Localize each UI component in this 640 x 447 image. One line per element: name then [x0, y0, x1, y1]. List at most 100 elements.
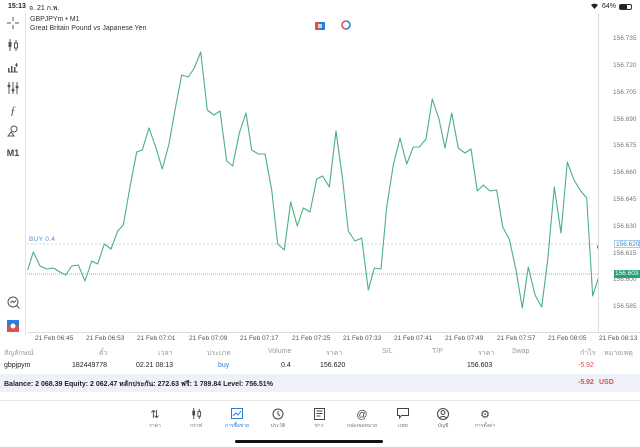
nav-accounts[interactable]: บัญชี	[423, 408, 463, 430]
status-date: จ. 21 ก.พ.	[29, 5, 60, 12]
nav-label: กราฟ	[189, 423, 203, 429]
nav-label: กล่องจดหมาย	[346, 423, 378, 429]
row-time: 02.21 08:13	[136, 362, 173, 369]
row-ticket: 182449778	[72, 362, 108, 369]
nav-label: แชท	[398, 423, 408, 429]
nav-chat[interactable]: แชท	[383, 408, 423, 430]
y-tick: 156.600	[613, 276, 637, 283]
col-ticket[interactable]: ตั๋ว	[99, 350, 108, 357]
function-icon[interactable]: ƒ	[10, 102, 16, 117]
col-open-price[interactable]: ราคา	[326, 350, 343, 357]
settings-sliders-icon[interactable]	[5, 81, 21, 95]
summary-text: Balance: 2 068.39 Equity: 2 062.47 หลักป…	[4, 381, 273, 388]
status-bar: 15:13 จ. 21 ก.พ. 64%	[0, 0, 640, 13]
buy-order-marker	[597, 245, 598, 249]
y-tick: 156.660	[613, 169, 637, 176]
nav-label: ข่าว	[314, 423, 324, 429]
home-indicator[interactable]	[235, 440, 383, 443]
col-type[interactable]: ประเภท	[207, 350, 231, 357]
row-current-price: 156.603	[467, 362, 493, 369]
x-tick: 21 Feb 07:01	[137, 335, 176, 342]
zoom-chart-icon[interactable]	[5, 295, 21, 309]
x-tick: 21 Feb 08:13	[599, 335, 638, 342]
nav-label: การซื้อขาย	[224, 423, 250, 429]
price-chart[interactable]	[27, 13, 598, 332]
account-user-icon	[423, 408, 463, 422]
nav-trade[interactable]: การซื้อขาย	[217, 408, 257, 430]
x-tick: 21 Feb 06:45	[35, 335, 74, 342]
indicators-icon[interactable]	[5, 60, 21, 74]
one-click-trade-icon[interactable]	[315, 17, 325, 35]
x-tick: 21 Feb 07:41	[394, 335, 433, 342]
chart-top-icons	[315, 17, 351, 35]
buy-order-label[interactable]: BUY 0.4	[29, 236, 56, 243]
summary-profit: -5.92	[578, 379, 594, 386]
status-right: 64%	[590, 2, 632, 11]
nav-charts[interactable]: กราฟ	[176, 408, 216, 430]
y-tick: 156.585	[613, 303, 637, 310]
row-open-price: 156.620	[320, 362, 346, 369]
position-row[interactable]: gbpjpym 182449778 02.21 08:13 buy 0.4 15…	[0, 358, 640, 374]
row-symbol: gbpjpym	[4, 362, 31, 369]
y-tick: 156.720	[613, 62, 637, 69]
objects-icon[interactable]	[5, 124, 21, 138]
col-swap[interactable]: Swap	[512, 348, 530, 355]
y-tick: 156.615	[613, 250, 637, 257]
x-tick: 21 Feb 07:09	[189, 335, 228, 342]
col-symbol[interactable]: สัญลักษณ์	[4, 350, 34, 357]
y-tick: 156.675	[613, 142, 637, 149]
col-sl[interactable]: S/L	[382, 348, 393, 355]
nav-quotes[interactable]: ⇅ ราคา	[135, 408, 175, 430]
nav-label: ราคา	[149, 423, 161, 429]
price-axis[interactable]: 156.735 156.720 156.705 156.690 156.675 …	[598, 13, 640, 333]
candlestick-icon[interactable]	[5, 38, 21, 52]
col-tp[interactable]: T/P	[432, 348, 443, 355]
nav-label: บัญชี	[437, 423, 449, 429]
col-volume[interactable]: Volume	[268, 348, 292, 355]
col-profit[interactable]: กำไร	[580, 350, 596, 357]
y-tick: 156.735	[613, 35, 637, 42]
summary-currency: USD	[599, 379, 614, 386]
nav-news[interactable]: ข่าว	[299, 408, 339, 430]
crosshair-icon[interactable]	[5, 16, 21, 30]
current-price-tag: 156.603	[614, 270, 640, 278]
time-axis[interactable]: 21 Feb 06:45 21 Feb 06:53 21 Feb 07:01 2…	[27, 332, 640, 344]
col-price[interactable]: ราคา	[478, 350, 495, 357]
x-tick: 21 Feb 07:33	[343, 335, 382, 342]
x-tick: 21 Feb 07:17	[240, 335, 279, 342]
row-volume: 0.4	[281, 362, 291, 369]
chart-title: GBPJPYm • M1 Great Britain Pound vs Japa…	[30, 15, 146, 33]
battery-icon	[619, 3, 632, 10]
row-profit: -5.92	[578, 362, 594, 369]
news-icon	[299, 408, 339, 422]
wifi-icon	[590, 2, 599, 11]
nav-mailbox[interactable]: @ กล่องจดหมาย	[342, 408, 382, 430]
status-time: 15:13	[8, 3, 26, 10]
nav-label: การตั้งค่า	[474, 423, 496, 429]
x-tick: 21 Feb 07:57	[497, 335, 536, 342]
quotes-icon: ⇅	[150, 409, 160, 421]
positions-table-header: สัญลักษณ์ ตั๋ว เวลา ประเภท Volume ราคา S…	[0, 344, 640, 358]
x-tick: 21 Feb 07:25	[292, 335, 331, 342]
nav-history[interactable]: ประวัติ	[258, 408, 298, 430]
price-line	[27, 51, 598, 309]
y-tick: 156.705	[613, 89, 637, 96]
one-click-trading-icon[interactable]	[5, 319, 21, 333]
symbol-timeframe[interactable]: GBPJPYm • M1	[30, 16, 80, 23]
x-tick: 21 Feb 06:53	[86, 335, 125, 342]
y-tick: 156.690	[613, 116, 637, 123]
mailbox-at-icon: @	[356, 409, 368, 421]
timeframe-button[interactable]: M1	[6, 148, 20, 158]
chart-candles-icon	[176, 408, 216, 422]
nav-label: ประวัติ	[270, 423, 286, 429]
col-time[interactable]: เวลา	[158, 350, 173, 357]
x-tick: 21 Feb 08:05	[548, 335, 587, 342]
chart-toolbar: ƒ M1	[0, 13, 26, 335]
y-tick: 156.630	[613, 223, 637, 230]
battery-percent: 64%	[601, 3, 616, 10]
bottom-navigation: ⇅ ราคา กราฟ การซื้อขาย ประวัติ ข่าว @ กล…	[0, 400, 640, 447]
col-comment[interactable]: หมายเหตุ	[604, 350, 633, 357]
depth-of-market-icon[interactable]	[341, 17, 351, 35]
symbol-description: Great Britain Pound vs Japanese Yen	[30, 25, 147, 32]
nav-settings[interactable]: ⚙ การตั้งค่า	[465, 408, 505, 430]
